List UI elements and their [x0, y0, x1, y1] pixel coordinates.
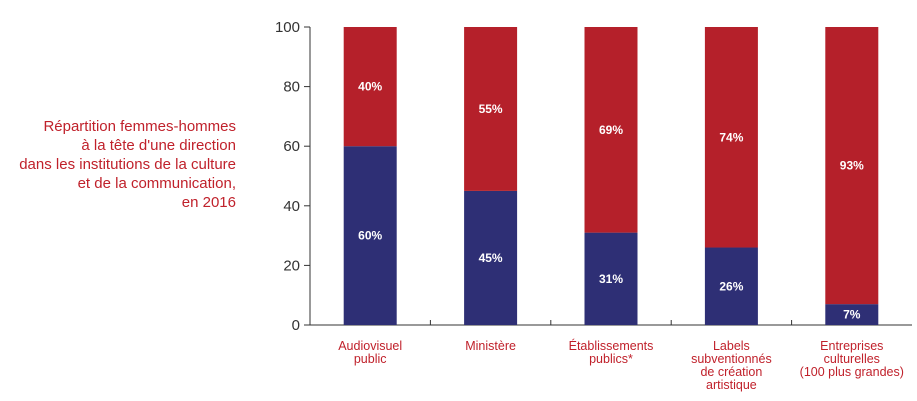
data-label: 55% — [479, 102, 503, 116]
chart-title-line: dans les institutions de la culture — [19, 156, 236, 173]
data-label: 74% — [719, 130, 743, 144]
y-tick-label: 20 — [283, 257, 300, 274]
bar-men — [584, 27, 638, 233]
x-category-label: de création — [700, 365, 762, 379]
x-category-label: Entreprises — [820, 339, 883, 353]
bar-women — [343, 146, 397, 325]
chart-title-line: en 2016 — [181, 194, 236, 211]
chart-title-line: à la tête d'une direction — [81, 137, 236, 154]
y-tick-label: 60 — [283, 138, 300, 155]
x-category-label: (100 plus grandes) — [800, 365, 904, 379]
bar-women — [825, 304, 879, 325]
x-category-label: publics* — [589, 352, 633, 366]
x-category-label: Établissements — [569, 338, 654, 353]
bar-men — [704, 27, 758, 248]
x-category-label: artistique — [706, 378, 757, 392]
chart-title-line: et de la communication, — [77, 175, 236, 192]
x-category-label: Ministère — [465, 339, 516, 353]
bar-men — [343, 27, 397, 147]
data-label: 40% — [358, 80, 382, 94]
x-category-label: public — [354, 352, 387, 366]
data-label: 26% — [719, 279, 743, 293]
y-tick-label: 80 — [283, 79, 300, 96]
bar-women — [464, 190, 518, 325]
x-category-label: subventionnés — [691, 352, 772, 366]
y-tick-label: 0 — [292, 317, 300, 334]
data-label: 93% — [840, 159, 864, 173]
bar-women — [704, 247, 758, 325]
data-label: 69% — [599, 123, 623, 137]
y-tick-label: 100 — [275, 19, 300, 36]
data-label: 7% — [843, 308, 861, 322]
bar-women — [584, 232, 638, 325]
data-label: 31% — [599, 272, 623, 286]
bar-men — [464, 27, 518, 191]
x-category-label: Audiovisuel — [338, 339, 402, 353]
data-label: 60% — [358, 229, 382, 243]
x-category-label: Labels — [713, 339, 750, 353]
chart-title: Répartition femmes-hommes à la tête d'un… — [0, 117, 236, 212]
bar-men — [825, 27, 879, 305]
chart-title-line: Répartition femmes-hommes — [43, 118, 236, 135]
data-label: 45% — [479, 251, 503, 265]
x-category-label: culturelles — [824, 352, 880, 366]
y-tick-label: 40 — [283, 198, 300, 215]
